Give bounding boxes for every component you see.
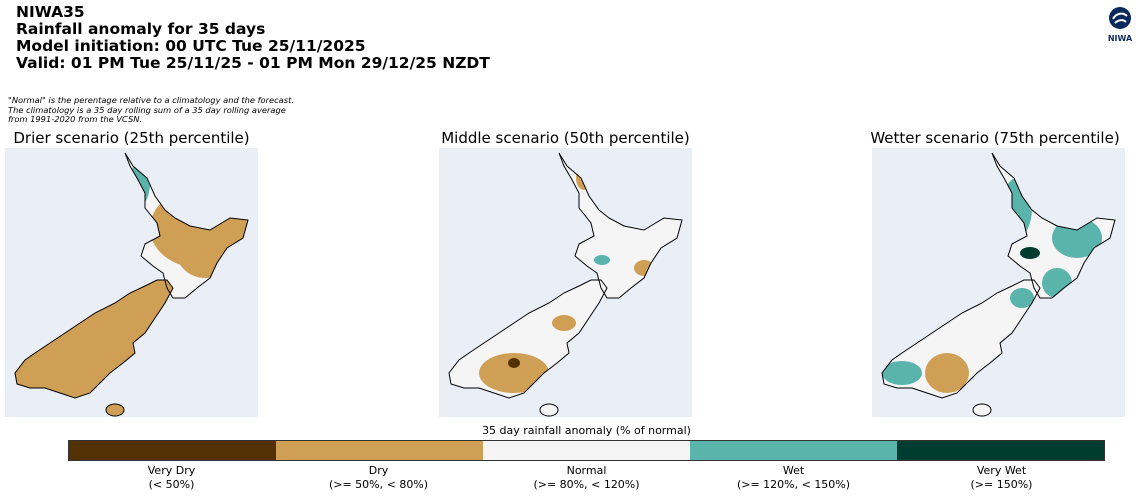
- coastline: [991, 152, 1116, 299]
- legend-range: (< 50%): [148, 478, 195, 491]
- model-initiation: Model initiation: 00 UTC Tue 25/11/2025: [16, 37, 366, 55]
- anomaly-region: [576, 166, 592, 190]
- colorbar-dry: [276, 441, 483, 460]
- stewart-island: [972, 403, 992, 417]
- legend-name: Very Wet: [976, 464, 1027, 477]
- legend-name: Dry: [368, 464, 389, 477]
- valid-period: Valid: 01 PM Tue 25/11/25 - 01 PM Mon 29…: [16, 54, 490, 72]
- anomaly-region: [508, 358, 520, 368]
- model-name: NIWA35: [16, 3, 85, 21]
- logo-text: NIWA: [1107, 34, 1133, 43]
- anomaly-region: [30, 370, 70, 386]
- niwa-logo-icon: [1109, 7, 1131, 29]
- legend-range: (>= 50%, < 80%): [328, 478, 429, 491]
- header: NIWA35 Rainfall anomaly for 35 days Mode…: [16, 4, 490, 72]
- legend-range: (>= 150%): [970, 478, 1033, 491]
- anomaly-region: [120, 296, 170, 320]
- legend-normal: Normal (>= 80%, < 120%): [483, 464, 690, 492]
- colorbar-normal: [483, 441, 690, 460]
- coastline: [448, 279, 608, 399]
- anomaly-region: [594, 255, 610, 265]
- legend-name: Very Dry: [147, 464, 196, 477]
- coastline: [881, 279, 1041, 399]
- product-title: Rainfall anomaly for 35 days: [16, 20, 266, 38]
- map-drier: [5, 148, 258, 417]
- anomaly-region: [1010, 288, 1034, 308]
- stewart-island: [539, 403, 559, 417]
- anomaly-region: [1002, 178, 1032, 238]
- climatology-note: "Normal" is the perentage relative to a …: [8, 95, 294, 125]
- legend-name: Wet: [782, 464, 805, 477]
- legend-wet: Wet (>= 120%, < 150%): [690, 464, 897, 492]
- anomaly-region: [1020, 247, 1040, 259]
- panel-title-wetter: Wetter scenario (75th percentile): [870, 129, 1120, 147]
- niwa-logo: NIWA: [1104, 6, 1136, 43]
- anomaly-region: [55, 323, 155, 373]
- south-island: [882, 280, 1040, 398]
- legend-very-wet: Very Wet (>= 150%): [898, 464, 1105, 492]
- colorbar: [68, 440, 1105, 461]
- colorbar-very-wet: [897, 441, 1104, 460]
- anomaly-region: [882, 361, 922, 385]
- anomaly-region: [925, 353, 969, 393]
- anomaly-region: [155, 293, 173, 343]
- panel-title-drier: Drier scenario (25th percentile): [13, 129, 250, 147]
- colorbar-very-dry: [69, 441, 276, 460]
- coastline: [14, 279, 174, 399]
- anomaly-region: [160, 208, 190, 248]
- legend-dry: Dry (>= 50%, < 80%): [275, 464, 482, 492]
- anomaly-region: [1052, 218, 1102, 258]
- map-middle: [439, 148, 692, 417]
- legend-very-dry: Very Dry (< 50%): [68, 464, 275, 492]
- map-wetter: [872, 148, 1125, 417]
- colorbar-title: 35 day rainfall anomaly (% of normal): [482, 424, 691, 437]
- stewart-island: [105, 403, 125, 417]
- anomaly-region: [552, 315, 576, 331]
- anomaly-region: [479, 353, 549, 393]
- coastline: [558, 152, 683, 299]
- colorbar-wet: [690, 441, 897, 460]
- legend-range: (>= 80%, < 120%): [533, 478, 640, 491]
- panel-title-middle: Middle scenario (50th percentile): [441, 129, 690, 147]
- legend-range: (>= 120%, < 150%): [736, 478, 851, 491]
- legend-name: Normal: [566, 464, 607, 477]
- coastline: [124, 152, 249, 299]
